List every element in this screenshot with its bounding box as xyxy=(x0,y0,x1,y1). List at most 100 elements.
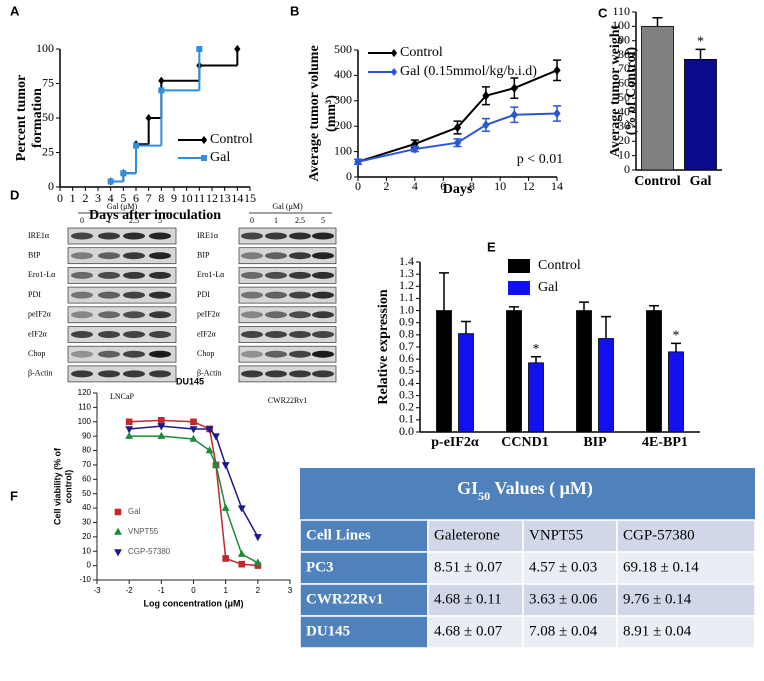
y-axis-label: Cell viability (% of xyxy=(52,447,62,525)
blot-band xyxy=(289,291,311,299)
blot-band xyxy=(98,370,120,378)
blot-band xyxy=(289,350,311,358)
bar xyxy=(528,362,544,433)
y-tick-label: 0.4 xyxy=(399,375,414,389)
table-title-main: GI xyxy=(457,478,478,498)
legend-label: VNPT55 xyxy=(128,527,159,536)
series-line xyxy=(129,435,259,564)
blot-band xyxy=(71,311,93,319)
marker xyxy=(253,558,262,566)
blot-strip xyxy=(67,306,177,324)
blot-band xyxy=(289,370,311,378)
blot-row-label: PDI xyxy=(28,290,41,299)
marker xyxy=(158,417,165,424)
table-cell xyxy=(522,583,618,617)
marker xyxy=(205,446,214,454)
x-tick-label: 3 xyxy=(95,191,101,205)
x-tick-label: 0 xyxy=(57,191,63,205)
blot-band xyxy=(265,311,287,319)
x-tick-label: BIP xyxy=(583,435,607,450)
x-tick-label: 5 xyxy=(120,191,126,205)
panel-label: D xyxy=(10,187,19,202)
table-cell-text: CGP-57380 xyxy=(623,527,695,543)
table-cell xyxy=(616,519,756,553)
blot-row-label: eIF2α xyxy=(28,329,48,338)
marker xyxy=(158,76,165,85)
blot-caption: CWR22Rv1 xyxy=(268,396,308,405)
blot-band xyxy=(123,370,145,378)
x-tick-label: 2 xyxy=(82,191,88,205)
error-bar xyxy=(671,342,681,352)
dose-label: 0 xyxy=(80,216,84,225)
bar xyxy=(668,351,684,433)
legend-marker xyxy=(114,527,122,535)
y-axis-label: formation xyxy=(30,88,45,148)
y-tick-label: 0 xyxy=(624,162,630,176)
blot-band xyxy=(98,271,120,279)
marker xyxy=(482,120,490,130)
x-tick-label: -3 xyxy=(93,586,101,595)
legend-label: Gal (0.15mmol/kg/b.i.d) xyxy=(400,64,537,79)
blot-band xyxy=(98,252,120,260)
dose-label: 5 xyxy=(158,216,162,225)
blot-band xyxy=(312,370,334,378)
marker xyxy=(212,433,220,441)
blot-band xyxy=(241,331,263,338)
table-cell-text: 3.63 ± 0.06 xyxy=(529,591,598,607)
x-axis-label: Days after inoculation xyxy=(89,208,221,223)
significance: * xyxy=(697,35,704,50)
error-bar xyxy=(652,16,663,27)
x-tick-label: Gal xyxy=(690,174,712,189)
series-line xyxy=(129,425,259,538)
y-tick-label: 400 xyxy=(334,67,352,81)
blot-band xyxy=(241,311,263,319)
legend-label: Gal xyxy=(128,507,141,516)
error-bar xyxy=(649,304,659,311)
y-axis-label: control) xyxy=(63,470,73,504)
chart-title: DU145 xyxy=(176,376,204,386)
significance: * xyxy=(673,329,680,344)
x-tick-label: 1 xyxy=(70,191,76,205)
table-cell-text: 9.76 ± 0.14 xyxy=(623,591,692,607)
panel-label: C xyxy=(598,5,608,20)
blot-band xyxy=(98,311,120,319)
marker xyxy=(453,122,462,133)
x-tick-label: 11 xyxy=(194,191,206,205)
marker xyxy=(125,431,134,439)
panel-label: F xyxy=(10,488,18,503)
blot-strip xyxy=(238,306,337,324)
blot-row-label: BIP xyxy=(28,251,41,260)
blot-strip xyxy=(67,286,177,304)
legend-swatch xyxy=(508,281,530,295)
blot-row-label: BIP xyxy=(197,251,210,260)
legend-label: Gal xyxy=(538,280,558,295)
marker xyxy=(237,505,246,513)
bar xyxy=(641,25,674,171)
y-tick-label: 0.7 xyxy=(399,339,414,353)
blot-band xyxy=(149,252,171,260)
table-cell xyxy=(616,551,756,585)
significance: * xyxy=(533,342,540,357)
y-tick-label: 0 xyxy=(87,561,92,570)
x-tick-label: 4 xyxy=(412,179,418,193)
legend-label: Control xyxy=(400,45,443,60)
blot-row-label: PDI xyxy=(197,290,210,299)
blot-band xyxy=(123,232,145,240)
blot-band xyxy=(149,271,171,279)
marker xyxy=(237,549,246,557)
blot-strip xyxy=(67,227,177,245)
table-cell-text: 7.08 ± 0.04 xyxy=(529,623,598,639)
blot-band xyxy=(265,232,287,240)
blot-strip xyxy=(67,345,177,363)
blot-row-label: peIF2α xyxy=(28,310,52,319)
blot-band xyxy=(123,252,145,260)
panel-label: A xyxy=(10,3,20,18)
x-tick-label: 10 xyxy=(181,191,193,205)
x-axis-label: Days xyxy=(443,182,473,197)
blot-band xyxy=(149,311,171,319)
legend-marker xyxy=(390,48,398,58)
y-tick-label: 0 xyxy=(48,179,54,193)
y-tick-label: 50 xyxy=(82,489,91,498)
